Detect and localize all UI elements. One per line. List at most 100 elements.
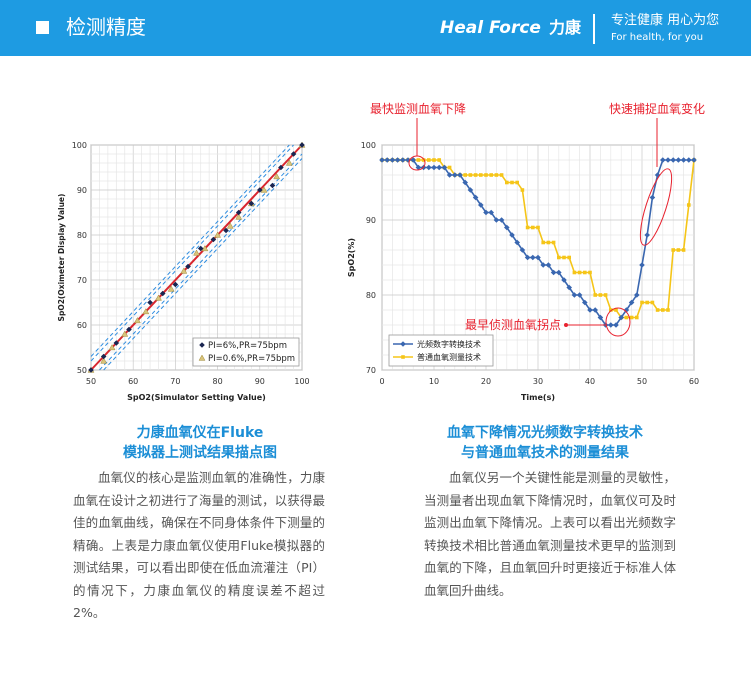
y-tick-label: 70 bbox=[366, 366, 376, 375]
legend-label: PI=0.6%,PR=75bpm bbox=[208, 354, 295, 364]
point-square bbox=[603, 293, 608, 297]
point-triangle bbox=[155, 294, 162, 301]
point-square bbox=[505, 180, 509, 185]
point-triangle bbox=[214, 231, 222, 238]
point-triangle bbox=[235, 213, 243, 220]
point-diamond bbox=[467, 187, 474, 193]
point-triangle bbox=[100, 357, 108, 364]
point-diamond bbox=[185, 263, 191, 270]
y-tick-label: 80 bbox=[366, 291, 376, 300]
point-diamond bbox=[278, 164, 284, 171]
point-diamond bbox=[147, 299, 153, 306]
x-tick-label: 60 bbox=[689, 377, 699, 386]
point-diamond bbox=[431, 164, 437, 171]
point-diamond bbox=[446, 172, 453, 178]
point-diamond bbox=[478, 202, 484, 208]
point-square bbox=[687, 203, 691, 207]
point-diamond bbox=[514, 239, 520, 246]
point-square bbox=[562, 255, 566, 260]
point-diamond bbox=[571, 292, 578, 298]
point-diamond bbox=[530, 254, 536, 261]
point-diamond bbox=[172, 281, 179, 288]
point-triangle bbox=[167, 285, 175, 292]
tolerance-band-line bbox=[90, 144, 290, 357]
point-diamond bbox=[210, 236, 217, 243]
point-diamond bbox=[235, 209, 242, 216]
point-square bbox=[515, 180, 519, 185]
point-triangle bbox=[285, 159, 293, 166]
brand-logo-text: Heal Force bbox=[440, 18, 541, 38]
point-triangle bbox=[142, 307, 150, 315]
point-square bbox=[655, 308, 660, 312]
point-diamond bbox=[660, 157, 666, 163]
right-caption-line1: 血氧下降情况光频数字转换技术 bbox=[447, 425, 643, 441]
y-tick-label: 90 bbox=[77, 186, 87, 195]
point-square bbox=[531, 225, 535, 230]
point-square bbox=[421, 158, 426, 162]
point-diamond bbox=[670, 157, 676, 163]
point-square bbox=[473, 173, 478, 177]
point-triangle bbox=[226, 222, 234, 229]
point-square bbox=[479, 173, 483, 177]
point-square bbox=[427, 158, 431, 162]
legend-triangle-icon bbox=[198, 354, 206, 361]
y-tick-label: 50 bbox=[77, 366, 87, 375]
point-diamond bbox=[248, 200, 255, 207]
point-diamond bbox=[639, 262, 645, 268]
point-diamond bbox=[197, 245, 204, 252]
x-tick-label: 60 bbox=[128, 377, 138, 386]
point-square bbox=[676, 248, 681, 252]
x-tick-label: 70 bbox=[170, 377, 180, 386]
point-diamond bbox=[608, 322, 614, 328]
point-square bbox=[629, 315, 634, 320]
tolerance-band-line bbox=[99, 153, 303, 371]
point-triangle bbox=[201, 244, 209, 252]
left-caption-line1: 力康血氧仪在Fluke bbox=[136, 425, 264, 441]
legend-square-icon bbox=[401, 355, 405, 359]
left-body-text: 血氧仪的核心是监测血氧的准确性，力康血氧在设计之初进行了海量的测试，以获得最佳的… bbox=[73, 470, 325, 620]
point-triangle bbox=[180, 267, 188, 274]
point-square bbox=[536, 225, 540, 230]
point-square bbox=[484, 173, 488, 177]
y-tick-label: 90 bbox=[366, 216, 376, 225]
point-diamond bbox=[665, 157, 671, 163]
point-diamond bbox=[675, 157, 682, 163]
y-axis-label: SpO2(Oximeter Display Value) bbox=[57, 194, 66, 322]
x-tick-label: 30 bbox=[533, 377, 543, 386]
y-tick-label: 70 bbox=[77, 276, 87, 285]
point-triangle bbox=[108, 343, 116, 351]
point-diamond bbox=[159, 290, 166, 297]
annotation-dot bbox=[564, 323, 568, 327]
x-tick-label: 40 bbox=[585, 377, 595, 386]
point-triangle bbox=[121, 330, 129, 337]
point-diamond bbox=[509, 232, 515, 238]
highlight-ellipse bbox=[605, 307, 631, 337]
y-tick-label: 100 bbox=[72, 141, 87, 150]
x-tick-label: 100 bbox=[294, 377, 309, 386]
point-square bbox=[666, 308, 670, 312]
point-square bbox=[609, 308, 613, 312]
left-caption: 力康血氧仪在Fluke 模拟器上测试结果描点图 bbox=[70, 423, 330, 463]
x-axis-label: Time(s) bbox=[521, 393, 555, 402]
page-title: 检测精度 bbox=[66, 15, 146, 39]
identity-line bbox=[90, 144, 303, 371]
x-tick-label: 20 bbox=[481, 377, 491, 386]
tolerance-band-line bbox=[103, 158, 303, 371]
point-diamond bbox=[644, 232, 650, 238]
point-diamond bbox=[441, 164, 448, 171]
point-square bbox=[577, 270, 582, 275]
point-diamond bbox=[299, 142, 305, 148]
annotation-fast-capture: 快速捕捉血氧变化 bbox=[609, 101, 705, 116]
point-square bbox=[567, 255, 571, 260]
point-triangle bbox=[260, 186, 268, 193]
point-square bbox=[572, 270, 577, 275]
point-diamond bbox=[493, 217, 500, 223]
point-square bbox=[645, 300, 649, 305]
legend-diamond-icon bbox=[199, 342, 205, 348]
point-triangle bbox=[273, 172, 281, 180]
point-diamond bbox=[592, 307, 598, 313]
point-diamond bbox=[389, 157, 396, 163]
point-square bbox=[520, 188, 525, 192]
slogan: 专注健康 用心为您 bbox=[611, 13, 720, 28]
x-tick-label: 80 bbox=[213, 377, 223, 386]
